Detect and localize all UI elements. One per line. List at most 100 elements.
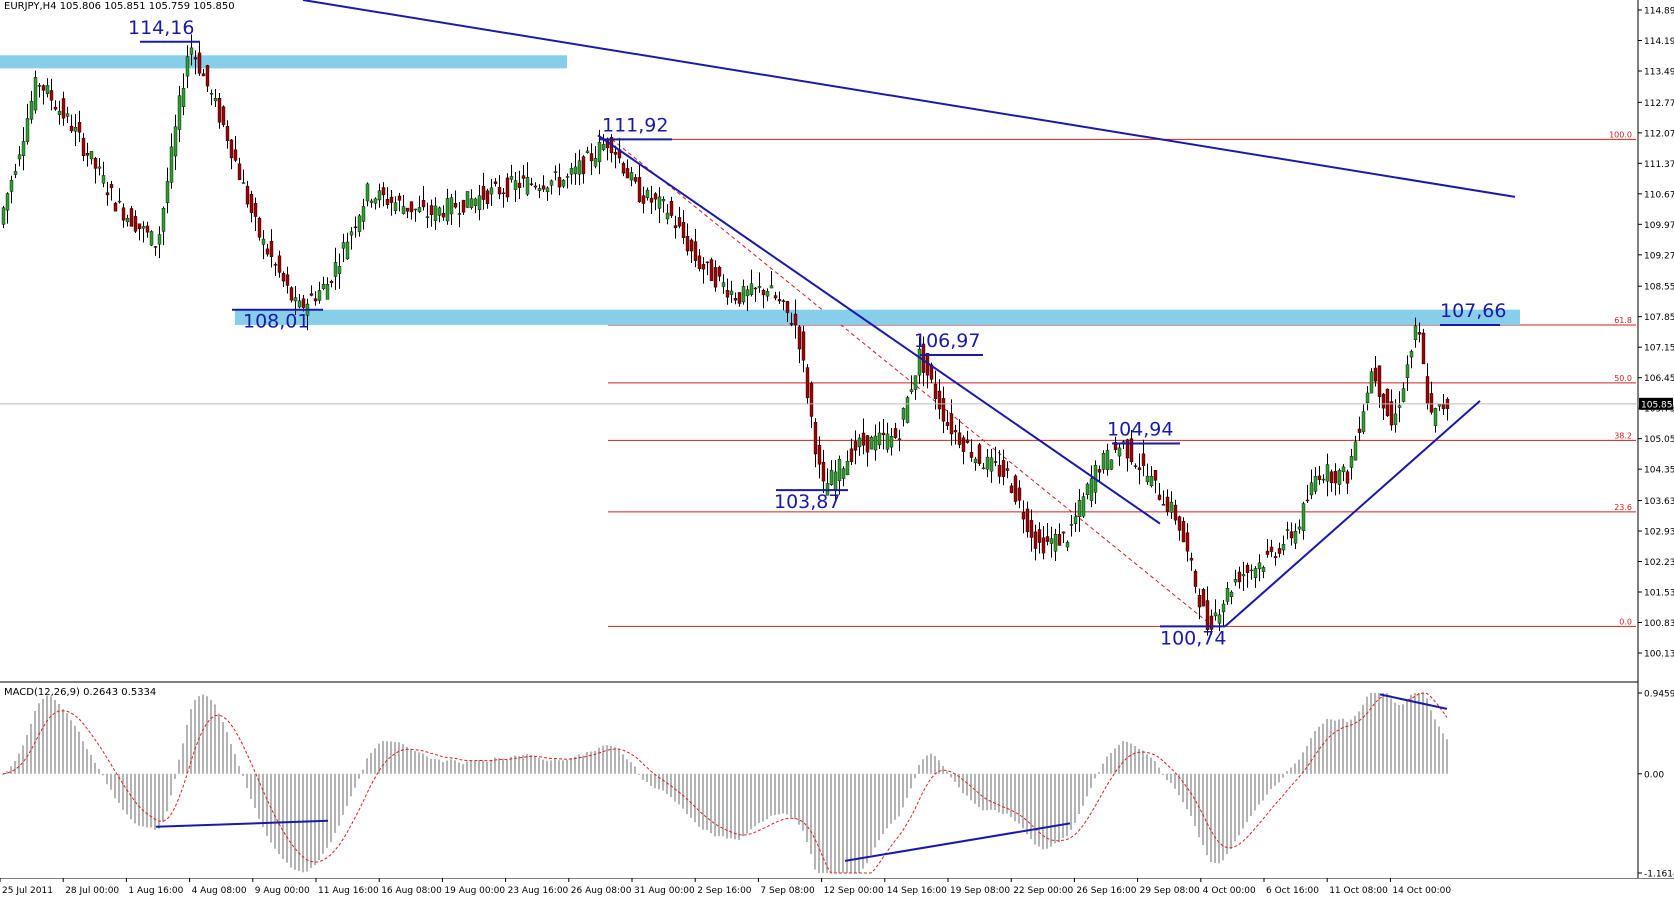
macd-bar <box>626 759 628 774</box>
price-tick-label: 107.150 <box>1644 344 1674 354</box>
macd-bar <box>1226 773 1228 855</box>
candle-bull <box>1229 591 1234 597</box>
macd-bar <box>974 773 976 804</box>
macd-bar <box>278 773 280 854</box>
macd-bar <box>922 759 924 774</box>
macd-bar <box>686 773 688 815</box>
candle-bull <box>433 205 438 222</box>
macd-bar <box>454 760 456 774</box>
macd-bar <box>994 773 996 811</box>
candle-bull <box>117 200 122 203</box>
macd-bar <box>650 773 652 786</box>
candle-bull <box>1281 544 1286 551</box>
candle-bear <box>1013 475 1018 502</box>
macd-bar <box>186 724 188 774</box>
macd-bar <box>1154 761 1156 774</box>
candle-bear <box>689 239 694 252</box>
candle-bear <box>713 267 718 288</box>
macd-bar <box>266 773 268 836</box>
candle-bull <box>189 47 194 55</box>
candle-bear <box>669 201 674 216</box>
macd-bar <box>562 760 564 774</box>
candle-bear <box>225 126 230 141</box>
macd-bar <box>438 759 440 774</box>
price-tick-label: 113.490 <box>1644 67 1674 77</box>
candle-bear <box>777 299 782 302</box>
candle-bull <box>169 146 174 183</box>
macd-bar <box>158 773 160 829</box>
candle-bull <box>989 457 994 472</box>
macd-panel[interactable]: 0.9459 0.00 -1.1614 <box>0 683 1674 878</box>
date-tick-label: 23 Aug 16:00 <box>508 886 569 896</box>
candle-bull <box>833 471 838 491</box>
macd-bar <box>1198 773 1200 838</box>
macd-bar <box>1426 698 1428 774</box>
candle-bear <box>229 139 234 159</box>
candle-bull <box>1241 574 1246 577</box>
candle-bull <box>165 181 170 204</box>
candle-bull <box>741 286 746 303</box>
candle-bear <box>677 217 682 227</box>
macd-bar <box>914 773 916 779</box>
candle-bull <box>1073 516 1078 524</box>
candle-bull <box>413 208 418 211</box>
macd-bar <box>1238 773 1240 836</box>
macd-bar <box>938 760 940 774</box>
candle-bull <box>829 469 834 485</box>
candle-bull <box>57 110 62 115</box>
candle-bull <box>837 458 842 482</box>
price-tick-label: 100.130 <box>1644 650 1674 660</box>
candle-bear <box>1373 367 1378 382</box>
macd-bar <box>514 755 516 774</box>
candle-bull <box>1069 524 1074 526</box>
candle-bull <box>213 97 218 102</box>
macd-bar <box>350 773 352 797</box>
macd-bar <box>1306 746 1308 774</box>
macd-bar <box>66 713 68 774</box>
macd-bar <box>710 773 712 834</box>
macd-bar <box>138 773 140 826</box>
candle-bull <box>65 113 70 117</box>
candle-bull <box>473 198 478 206</box>
price-chart[interactable]: 114.890 114.190 113.490 112.770 112.070 111.3… <box>0 0 1674 683</box>
candle-bear <box>1209 615 1214 630</box>
macd-bar <box>82 741 84 774</box>
macd-bar <box>1098 772 1100 774</box>
candle-bear <box>933 383 938 399</box>
candle-bull <box>89 151 94 160</box>
macd-bar <box>78 731 80 774</box>
candle-bear <box>501 192 506 194</box>
macd-bar <box>426 756 428 774</box>
candle-bear <box>1193 570 1198 587</box>
macd-bar <box>482 760 484 774</box>
candle-bull <box>241 182 246 184</box>
candle-bear <box>1441 403 1446 410</box>
candle-bear <box>1125 439 1130 459</box>
candle-bear <box>953 430 958 433</box>
price-tick-label: 112.770 <box>1644 99 1674 109</box>
candle-bull <box>869 436 874 450</box>
macd-bar <box>1066 773 1068 836</box>
price-label: 103,87 <box>774 491 840 513</box>
candle-bear <box>1113 442 1118 450</box>
candle-bear <box>813 422 818 455</box>
candle-bear <box>625 168 630 179</box>
macd-bar <box>774 773 776 815</box>
candle-bull <box>873 435 878 451</box>
candle-bull <box>1 207 6 225</box>
candle-bear <box>397 195 402 201</box>
macd-bar <box>1102 763 1104 774</box>
candle-bull <box>185 56 190 77</box>
candle-bull <box>101 175 106 184</box>
macd-bar <box>1250 773 1252 817</box>
macd-bar <box>226 732 228 774</box>
candle-bull <box>457 213 462 215</box>
macd-bar <box>666 773 668 795</box>
macd-bar <box>1366 696 1368 774</box>
candle-bear <box>1181 521 1186 543</box>
macd-bar <box>930 753 932 774</box>
macd-bar <box>434 758 436 774</box>
macd-bar <box>1262 773 1264 801</box>
macd-bar <box>1006 773 1008 814</box>
